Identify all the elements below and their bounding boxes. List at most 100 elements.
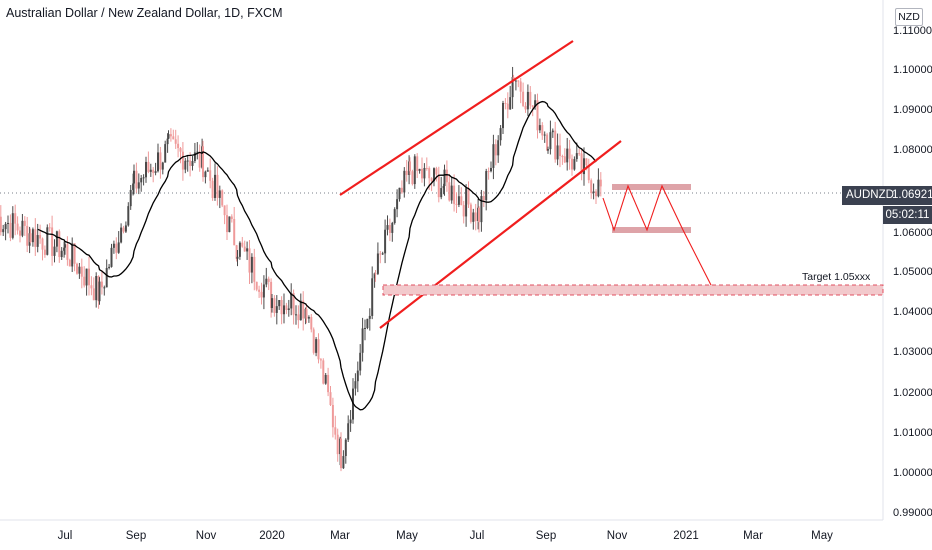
time-tick: Jul — [469, 530, 485, 542]
candle-body — [53, 246, 56, 256]
candle-body — [167, 134, 170, 139]
candle-body — [494, 144, 497, 156]
time-tick: May — [811, 530, 833, 542]
price-tick: 1.08000 — [893, 144, 932, 156]
price-tick: 1.04000 — [893, 306, 932, 318]
candle-body — [599, 179, 602, 187]
candle-body — [26, 225, 29, 246]
candle-body — [275, 306, 278, 313]
last-price-value: 1.06921 — [892, 189, 932, 201]
candle-body — [63, 247, 66, 251]
candle-body — [393, 209, 396, 224]
candle-body — [344, 439, 347, 457]
candle-body — [58, 231, 61, 258]
candle-body — [566, 148, 569, 163]
candle-body — [381, 253, 384, 255]
candle-body — [568, 148, 571, 159]
candle-body — [238, 242, 241, 257]
candle-body — [416, 156, 419, 171]
candle-body — [186, 160, 189, 162]
resistance-zone[interactable] — [612, 184, 691, 190]
projection-path[interactable] — [602, 184, 713, 288]
candle-body — [485, 171, 488, 201]
candle-body — [241, 242, 244, 247]
candle-body — [371, 278, 374, 316]
candle-body — [519, 81, 522, 92]
candle-body — [299, 300, 302, 321]
candle-body — [177, 143, 180, 149]
candle-body — [280, 300, 283, 315]
candle-body — [132, 183, 135, 190]
candle-body — [512, 76, 515, 81]
candle-body — [442, 186, 445, 189]
candle-body — [517, 80, 520, 82]
candle-body — [83, 276, 86, 286]
candle-body — [29, 233, 32, 243]
candle-body — [460, 196, 463, 206]
candle-body — [9, 222, 12, 238]
candle-body — [305, 308, 308, 319]
candle-body — [258, 289, 261, 292]
candle-body — [469, 204, 472, 222]
candle-body — [184, 160, 187, 170]
candle-body — [48, 227, 51, 229]
candle-body — [4, 223, 7, 230]
candle-body — [440, 188, 443, 198]
candle-body — [189, 160, 192, 166]
candle-body — [290, 293, 293, 309]
candle-body — [324, 374, 327, 384]
channel-lower-line[interactable] — [379, 140, 622, 329]
candle-body — [364, 327, 366, 329]
candle-body — [307, 317, 310, 319]
candle-body — [409, 161, 411, 172]
candle-body — [445, 169, 448, 183]
candle-body — [19, 230, 21, 236]
channel-upper-line[interactable] — [339, 40, 574, 196]
candle-body — [405, 170, 408, 175]
candle-body — [120, 227, 123, 243]
candle-body — [243, 246, 246, 252]
candle-body — [68, 259, 71, 267]
candle-body — [51, 227, 54, 256]
candle-body — [285, 305, 288, 310]
candle-body — [92, 288, 95, 301]
price-tick: 1.01000 — [893, 427, 932, 439]
candle-body — [388, 225, 391, 233]
candle-body — [71, 243, 74, 267]
candle-body — [161, 162, 164, 170]
candle-body — [283, 305, 285, 315]
candle-body — [149, 169, 152, 172]
candle-body — [474, 212, 477, 222]
candle-body — [595, 191, 597, 197]
candle-body — [278, 300, 281, 307]
support-zone[interactable] — [612, 227, 691, 233]
candle-body — [536, 100, 539, 131]
candle-body — [396, 199, 399, 210]
candle-body — [499, 128, 502, 141]
candle-body — [124, 225, 127, 232]
candle-body — [425, 167, 428, 169]
candle-body — [145, 161, 147, 178]
candle-body — [265, 278, 268, 285]
candle-body — [287, 308, 290, 310]
candle-body — [2, 229, 5, 233]
candle-body — [497, 140, 500, 156]
candle-body — [66, 244, 69, 260]
candle-body — [398, 187, 401, 200]
candle-body — [172, 136, 175, 140]
target-zone[interactable] — [382, 284, 884, 296]
time-tick: Mar — [330, 530, 350, 542]
candle-body — [374, 273, 377, 275]
candle-body — [354, 381, 357, 389]
candle-body — [246, 248, 249, 252]
candle-body — [482, 196, 485, 201]
candle-body — [105, 267, 108, 288]
candle-body — [443, 169, 446, 187]
candle-body — [534, 100, 537, 107]
candle-body — [179, 148, 182, 152]
candle-body — [340, 438, 342, 469]
candle-body — [88, 268, 90, 286]
currency-button[interactable]: NZD — [895, 8, 923, 26]
candle-body — [455, 203, 458, 205]
